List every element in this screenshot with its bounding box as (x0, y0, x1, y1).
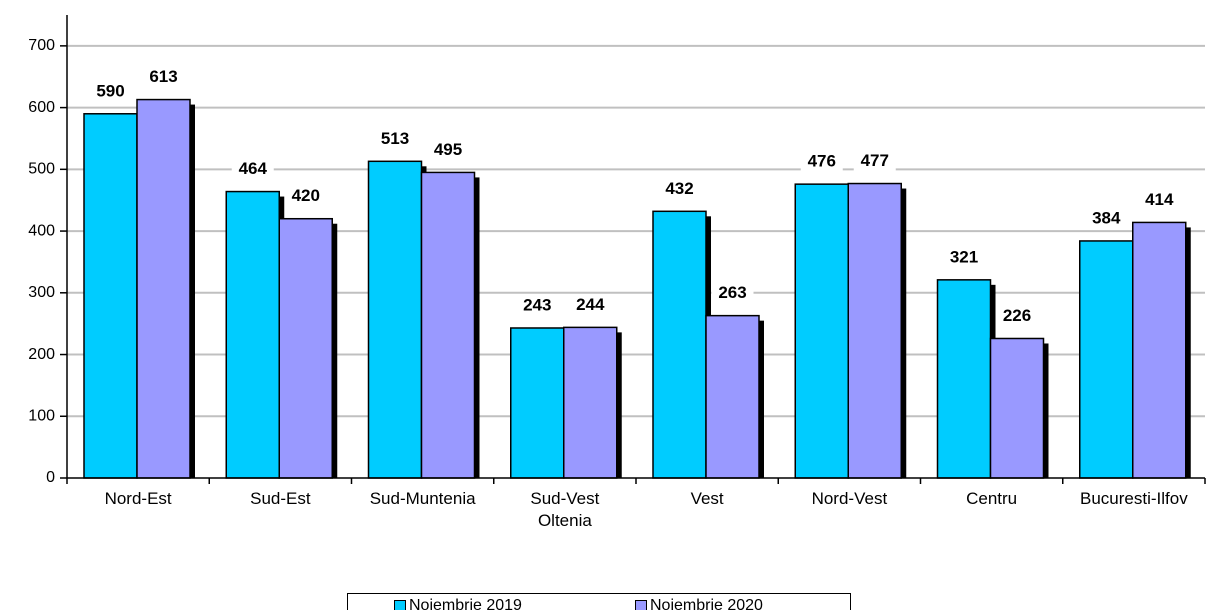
label-bg (1085, 207, 1128, 230)
bar (1079, 240, 1134, 479)
legend-swatch (635, 600, 647, 610)
legend-label: Noiembrie 2019 (409, 597, 522, 610)
y-tick-label: 100 (28, 407, 55, 424)
x-tick-label: Bucuresti-Ilfov (1080, 489, 1188, 508)
bar (367, 160, 423, 479)
y-tick-label: 500 (28, 161, 55, 178)
bar (510, 327, 565, 479)
data-label: 513 (381, 129, 409, 148)
legend-item: Noiembrie 2020 (635, 597, 763, 610)
y-tick-label: 300 (28, 284, 55, 301)
label-bg (800, 151, 843, 174)
x-tick-label: Sud-Vest Oltenia (530, 489, 600, 530)
bar (794, 183, 849, 479)
data-label: 477 (861, 151, 889, 170)
data-label: 414 (1145, 190, 1174, 209)
label-bg (284, 185, 327, 208)
bar (420, 171, 476, 479)
data-label: 432 (665, 179, 693, 198)
label-bg (142, 66, 185, 89)
label-bg (569, 294, 612, 317)
bar (136, 98, 191, 479)
data-label: 226 (1003, 306, 1031, 325)
data-label: 613 (149, 67, 177, 86)
label-bg (374, 128, 416, 151)
label-bg (1138, 189, 1181, 212)
data-label: 495 (434, 140, 462, 159)
data-label: 321 (950, 247, 978, 266)
data-label: 420 (292, 186, 320, 205)
x-tick-label: Centru (966, 489, 1018, 508)
label-bg (231, 158, 274, 181)
legend-item: Noiembrie 2019 (394, 597, 522, 610)
x-tick-label: Nord-Est (104, 489, 172, 508)
bar (652, 210, 707, 479)
x-tick-label: Sud-Est (250, 489, 311, 508)
data-label: 244 (576, 295, 605, 314)
legend: Noiembrie 2019 Noiembrie 2020 (347, 593, 851, 610)
bar (989, 337, 1045, 479)
bar (847, 182, 902, 479)
bars: 590 464 513 243 432 476 321 384 613 420 495 244 263 4… (83, 66, 1191, 479)
data-label: 243 (523, 295, 551, 314)
y-tick-label: 600 (28, 99, 55, 116)
bar (278, 217, 333, 479)
data-label: 590 (96, 81, 124, 100)
label-bg (943, 246, 985, 269)
bar (563, 326, 618, 479)
label-bg (996, 305, 1038, 328)
label-bg (853, 150, 896, 173)
y-tick-label: 0 (46, 469, 55, 486)
data-label: 263 (718, 283, 746, 302)
x-tick-label: Vest (690, 489, 724, 508)
data-label: 476 (808, 152, 836, 171)
legend-swatch (394, 600, 406, 610)
label-bg (89, 80, 132, 103)
label-bg (516, 294, 559, 317)
legend-label: Noiembrie 2020 (650, 597, 763, 610)
y-tick-label: 400 (28, 222, 55, 239)
bar (225, 190, 280, 479)
y-tick-label: 200 (28, 346, 55, 363)
data-label: 384 (1092, 208, 1121, 227)
label-bg (658, 178, 701, 201)
bar (936, 279, 992, 479)
bar (83, 113, 138, 479)
bar (1132, 221, 1187, 479)
x-tick-label: Nord-Vest (811, 489, 888, 508)
bar (705, 314, 760, 479)
y-tick-label: 700 (28, 37, 55, 54)
x-tick-label: Sud-Muntenia (369, 489, 476, 508)
label-bg (427, 139, 469, 162)
data-label: 464 (239, 159, 268, 178)
label-bg (711, 282, 754, 305)
